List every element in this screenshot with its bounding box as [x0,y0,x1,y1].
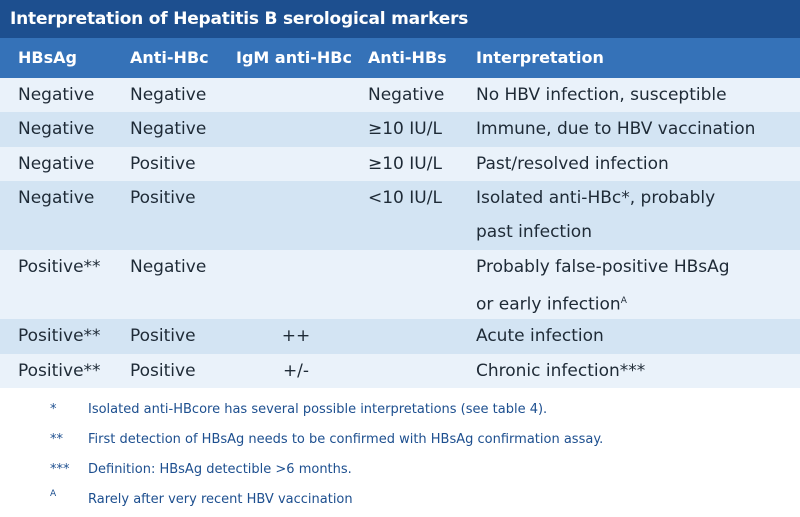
table-row: Negative Negative Negative No HBV infect… [0,78,800,112]
cell-anti-hbc: Positive [130,154,196,174]
table-row: Positive** Negative Probably false-posit… [0,250,800,319]
cell-interpretation: Isolated anti-HBc*, probably past infect… [476,181,786,249]
table-row: Positive** Positive +/- Chronic infectio… [0,354,800,388]
footnote-mark: *** [50,462,70,477]
cell-interpretation: Chronic infection*** [476,361,646,381]
cell-anti-hbs: Negative [368,85,445,105]
header-interpretation: Interpretation [476,48,604,67]
table-row: Negative Positive <10 IU/L Isolated anti… [0,181,800,250]
table-row: Negative Negative ≥10 IU/L Immune, due t… [0,112,800,147]
table-row: Positive** Positive ++ Acute infection [0,319,800,354]
cell-hbsag: Positive** [18,326,101,346]
cell-anti-hbc: Negative [130,85,207,105]
footnote-mark: ** [50,432,63,447]
header-hbsag: HBsAg [18,48,77,67]
table-header-row: HBsAg Anti-HBc IgM anti-HBc Anti-HBs Int… [0,38,800,78]
cell-anti-hbs: ≥10 IU/L [368,154,442,174]
footnote-mark: * [50,402,57,417]
cell-interpretation: Past/resolved infection [476,154,669,174]
cell-anti-hbs: <10 IU/L [368,188,442,208]
footnote: *** Definition: HBsAg detectible >6 mont… [0,462,800,482]
cell-anti-hbc: Positive [130,188,196,208]
cell-anti-hbc: Positive [130,326,196,346]
cell-igm-anti-hbc: ++ [281,326,311,346]
header-igm-anti-hbc: IgM anti-HBc [236,48,352,67]
footnote-text: Definition: HBsAg detectible >6 months. [88,462,352,477]
cell-interpretation: No HBV infection, susceptible [476,85,727,105]
cell-interpretation: Immune, due to HBV vaccination [476,119,756,139]
cell-anti-hbs: ≥10 IU/L [368,119,442,139]
footnote: A Rarely after very recent HBV vaccinati… [0,489,800,512]
footnote: ** First detection of HBsAg needs to be … [0,432,800,452]
cell-anti-hbc: Negative [130,119,207,139]
cell-hbsag: Positive** [18,257,101,277]
cell-hbsag: Negative [18,119,95,139]
interpretation-line-2: or early infectionA [476,284,786,322]
cell-anti-hbc: Negative [130,257,207,277]
table-title: Interpretation of Hepatitis B serologica… [0,0,800,38]
header-anti-hbc: Anti-HBc [130,48,209,67]
footnote-text: First detection of HBsAg needs to be con… [88,432,604,447]
cell-hbsag: Negative [18,154,95,174]
footnote-text: Rarely after very recent HBV vaccination [88,492,353,507]
footnote-text: Isolated anti-HBcore has several possibl… [88,402,548,417]
header-anti-hbs: Anti-HBs [368,48,447,67]
cell-hbsag: Negative [18,85,95,105]
interpretation-line-2-text: or early infection [476,294,621,315]
interpretation-line-1: Isolated anti-HBc*, probably [476,188,716,208]
cell-hbsag: Positive** [18,361,101,381]
cell-hbsag: Negative [18,188,95,208]
footnote-ref-a: A [620,296,627,306]
cell-igm-anti-hbc: +/- [282,361,310,381]
interpretation-line-2: past infection [476,222,592,242]
table-row: Negative Positive ≥10 IU/L Past/resolved… [0,147,800,181]
cell-anti-hbc: Positive [130,361,196,381]
interpretation-line-1: Probably false-positive HBsAg [476,257,730,277]
footnote-mark: A [50,489,57,499]
cell-interpretation: Probably false-positive HBsAg or early i… [476,250,786,322]
cell-interpretation: Acute infection [476,326,604,346]
footnote: * Isolated anti-HBcore has several possi… [0,402,800,422]
